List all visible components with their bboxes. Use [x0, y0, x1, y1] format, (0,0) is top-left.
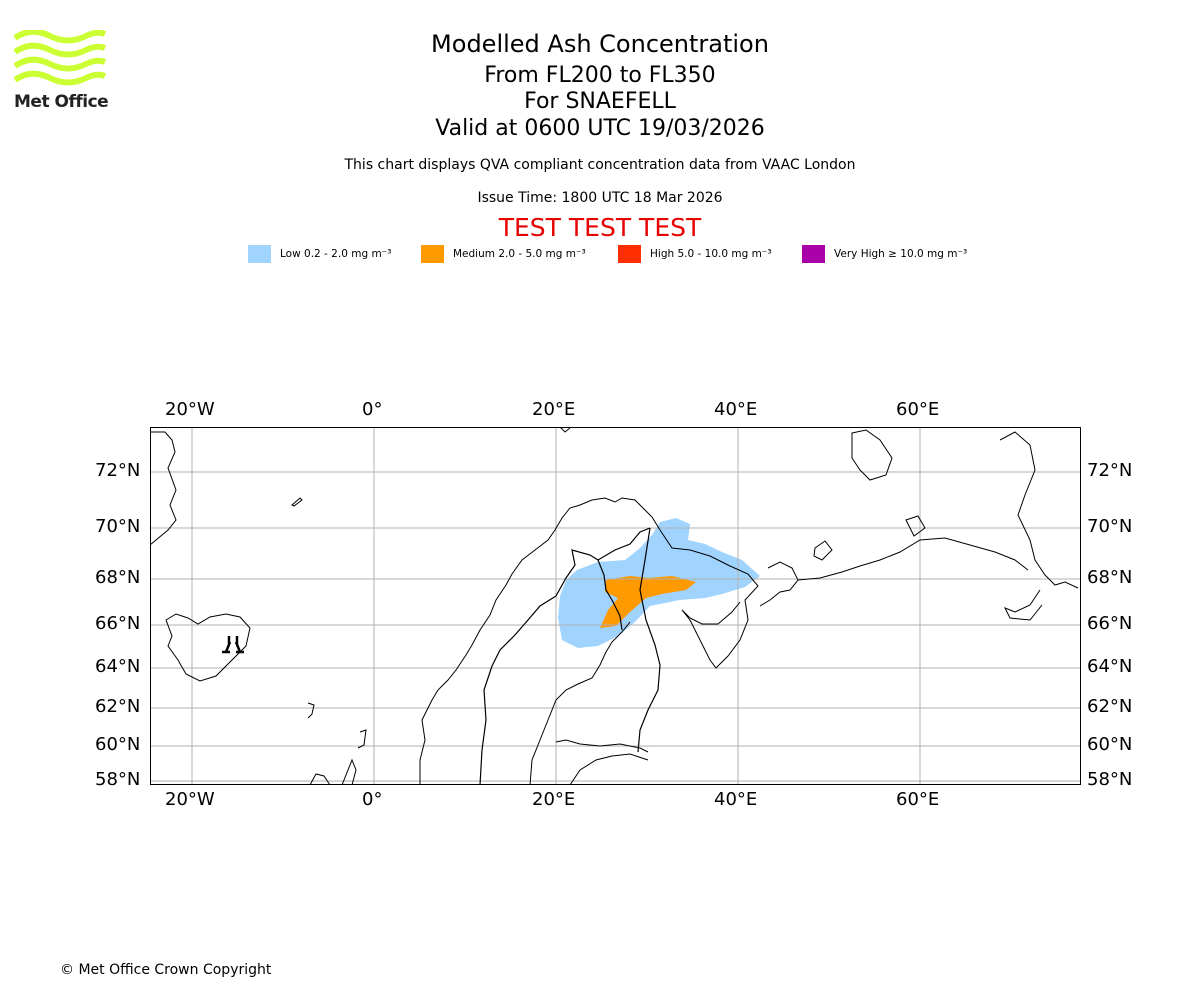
legend-swatch-very-high [802, 245, 825, 263]
volcano-icon [222, 636, 244, 654]
lat-tick-right: 58°N [1087, 769, 1133, 790]
chart-description: This chart displays QVA compliant concen… [344, 157, 856, 173]
lat-tick-left: 64°N [95, 656, 141, 677]
issue-time: Issue Time: 1800 UTC 18 Mar 2026 [477, 190, 723, 206]
lat-tick-right: 64°N [1087, 656, 1133, 677]
test-banner: TEST TEST TEST [498, 213, 702, 242]
map-frame [150, 427, 1081, 785]
legend-label-high: High 5.0 - 10.0 mg m⁻³ [650, 248, 772, 260]
legend-item-low: Low 0.2 - 2.0 mg m⁻³ [248, 244, 391, 264]
legend-label-medium: Medium 2.0 - 5.0 mg m⁻³ [453, 248, 586, 260]
lat-tick-left: 72°N [95, 460, 141, 481]
lon-tick-top: 60°E [896, 399, 940, 420]
lon-tick-bottom: 0° [362, 789, 383, 810]
lon-tick-top: 20°E [532, 399, 576, 420]
ash-medium-area [600, 576, 696, 628]
legend-swatch-low [248, 245, 271, 263]
lat-tick-left: 60°N [95, 734, 141, 755]
flight-level-range: From FL200 to FL350 [484, 63, 716, 88]
legend-item-very-high: Very High ≥ 10.0 mg m⁻³ [802, 244, 967, 264]
lon-tick-top: 20°W [165, 399, 215, 420]
lat-tick-right: 60°N [1087, 734, 1133, 755]
ash-map [150, 427, 1081, 785]
lon-tick-bottom: 20°W [165, 789, 215, 810]
legend-swatch-medium [421, 245, 444, 263]
lat-tick-right: 72°N [1087, 460, 1133, 481]
legend-item-medium: Medium 2.0 - 5.0 mg m⁻³ [421, 244, 586, 264]
volcano-name: For SNAEFELL [524, 89, 676, 114]
logo-text: Met Office [14, 92, 109, 112]
lon-tick-bottom: 60°E [896, 789, 940, 810]
lat-tick-right: 68°N [1087, 567, 1133, 588]
lon-tick-bottom: 20°E [532, 789, 576, 810]
lat-tick-right: 62°N [1087, 696, 1133, 717]
legend-label-very-high: Very High ≥ 10.0 mg m⁻³ [834, 248, 968, 260]
legend-swatch-high [618, 245, 641, 263]
coastlines [150, 427, 1079, 785]
lat-tick-left: 68°N [95, 567, 141, 588]
lat-tick-left: 58°N [95, 769, 141, 790]
lat-tick-right: 70°N [1087, 516, 1133, 537]
met-office-logo: Met Office [13, 28, 109, 114]
valid-time: Valid at 0600 UTC 19/03/2026 [435, 116, 765, 141]
lon-tick-top: 0° [362, 399, 383, 420]
copyright-notice: © Met Office Crown Copyright [60, 962, 272, 978]
lat-tick-left: 70°N [95, 516, 141, 537]
chart-title: Modelled Ash Concentration [431, 30, 769, 58]
lon-tick-bottom: 40°E [714, 789, 758, 810]
lat-tick-left: 62°N [95, 696, 141, 717]
legend-label-low: Low 0.2 - 2.0 mg m⁻³ [280, 248, 392, 260]
lat-tick-right: 66°N [1087, 613, 1133, 634]
country-borders [479, 527, 661, 785]
legend-item-high: High 5.0 - 10.0 mg m⁻³ [618, 244, 772, 264]
lat-tick-left: 66°N [95, 613, 141, 634]
met-office-waves-icon [13, 28, 107, 86]
graticule [150, 427, 1081, 785]
lon-tick-top: 40°E [714, 399, 758, 420]
